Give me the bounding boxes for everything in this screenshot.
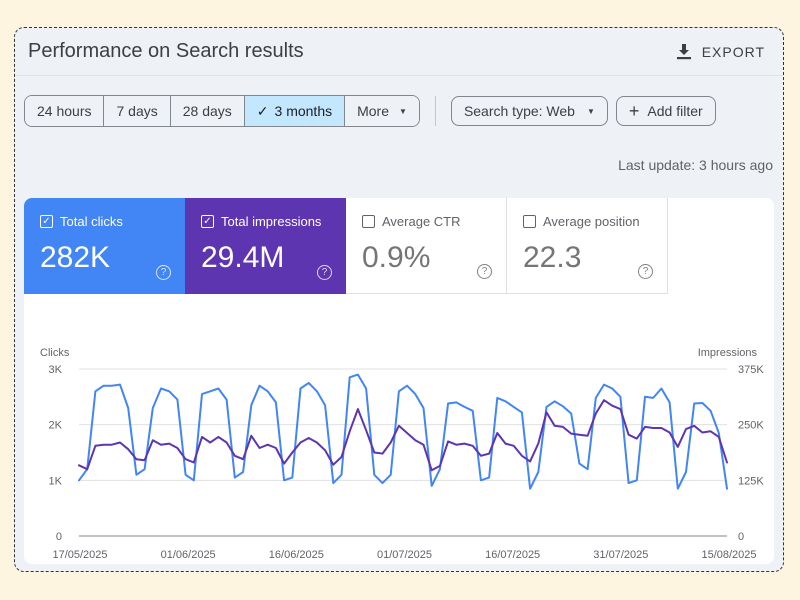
metric-average-ctr[interactable]: Average CTR 0.9% ? bbox=[346, 198, 507, 294]
y-right-tick-label: 375K bbox=[738, 364, 764, 376]
add-filter-button[interactable]: + Add filter bbox=[615, 96, 716, 126]
date-range-selector: 24 hours 7 days 28 days ✓ 3 months More … bbox=[24, 95, 420, 127]
average-ctr-value: 0.9% bbox=[362, 241, 431, 274]
search-type-dropdown[interactable]: Search type: Web ▼ bbox=[450, 96, 608, 126]
x-tick-label: 16/07/2025 bbox=[485, 549, 540, 561]
x-tick-label: 01/07/2025 bbox=[377, 549, 432, 561]
range-28-days[interactable]: 28 days bbox=[170, 96, 245, 126]
panel-header: Performance on Search results EXPORT bbox=[15, 28, 783, 76]
checkbox-unchecked-icon[interactable] bbox=[523, 215, 536, 228]
metric-total-clicks[interactable]: ✓ Total clicks 282K ? bbox=[24, 198, 185, 294]
range-24-hours[interactable]: 24 hours bbox=[25, 96, 105, 126]
y-left-axis-title: Clicks bbox=[40, 347, 70, 359]
average-position-value: 22.3 bbox=[523, 241, 582, 274]
range-more-dropdown[interactable]: More ▼ bbox=[345, 96, 419, 126]
check-icon: ✓ bbox=[256, 102, 269, 119]
chart-card: Clicks Impressions 0 0 1K 125K 2K 250K 3K 375K 17/… bbox=[24, 198, 774, 564]
x-tick-label: 17/05/2025 bbox=[52, 549, 107, 561]
checkbox-unchecked-icon[interactable] bbox=[362, 215, 375, 228]
help-icon[interactable]: ? bbox=[317, 265, 332, 280]
series-line-clicks bbox=[78, 373, 728, 490]
y-left-tick-label: 0 bbox=[56, 531, 62, 543]
total-impressions-value: 29.4M bbox=[201, 241, 285, 274]
y-right-tick-label: 0 bbox=[738, 531, 744, 543]
series-line-impressions bbox=[78, 399, 728, 472]
last-update-text: Last update: 3 hours ago bbox=[618, 157, 773, 173]
help-icon[interactable]: ? bbox=[156, 265, 171, 280]
y-left-tick-label: 3K bbox=[49, 364, 63, 376]
download-icon bbox=[676, 43, 691, 59]
y-right-tick-label: 250K bbox=[738, 420, 764, 432]
plus-icon: + bbox=[628, 101, 640, 121]
filter-toolbar: 24 hours 7 days 28 days ✓ 3 months More … bbox=[24, 94, 783, 128]
metric-tiles: ✓ Total clicks 282K ? ✓ Total impressions … bbox=[24, 198, 668, 294]
page-title: Performance on Search results bbox=[28, 40, 304, 62]
y-left-tick-label: 1K bbox=[49, 475, 63, 487]
x-tick-label: 16/06/2025 bbox=[269, 549, 324, 561]
range-3-months[interactable]: ✓ 3 months bbox=[244, 96, 346, 126]
y-right-tick-label: 125K bbox=[738, 475, 764, 487]
y-right-axis-title: Impressions bbox=[698, 347, 758, 359]
caret-down-icon: ▼ bbox=[586, 106, 595, 116]
x-tick-label: 15/08/2025 bbox=[701, 549, 756, 561]
checkbox-checked-icon[interactable]: ✓ bbox=[201, 215, 214, 228]
x-tick-label: 01/06/2025 bbox=[161, 549, 216, 561]
metric-total-impressions[interactable]: ✓ Total impressions 29.4M ? bbox=[185, 198, 346, 294]
help-icon[interactable]: ? bbox=[638, 264, 653, 279]
x-tick-label: 31/07/2025 bbox=[593, 549, 648, 561]
checkbox-checked-icon[interactable]: ✓ bbox=[40, 215, 53, 228]
performance-chart: Clicks Impressions 0 0 1K 125K 2K 250K 3K 375K 17/… bbox=[40, 347, 764, 561]
caret-down-icon: ▼ bbox=[399, 106, 407, 116]
help-icon[interactable]: ? bbox=[477, 264, 492, 279]
export-label: EXPORT bbox=[701, 43, 765, 60]
range-7-days[interactable]: 7 days bbox=[104, 96, 171, 126]
metric-average-position[interactable]: Average position 22.3 ? bbox=[507, 198, 668, 294]
performance-panel: Performance on Search results EXPORT 24 … bbox=[14, 27, 784, 572]
toolbar-divider bbox=[434, 96, 436, 126]
y-left-tick-label: 2K bbox=[49, 420, 63, 432]
export-button[interactable]: EXPORT bbox=[676, 43, 765, 61]
total-clicks-value: 282K bbox=[40, 241, 111, 274]
